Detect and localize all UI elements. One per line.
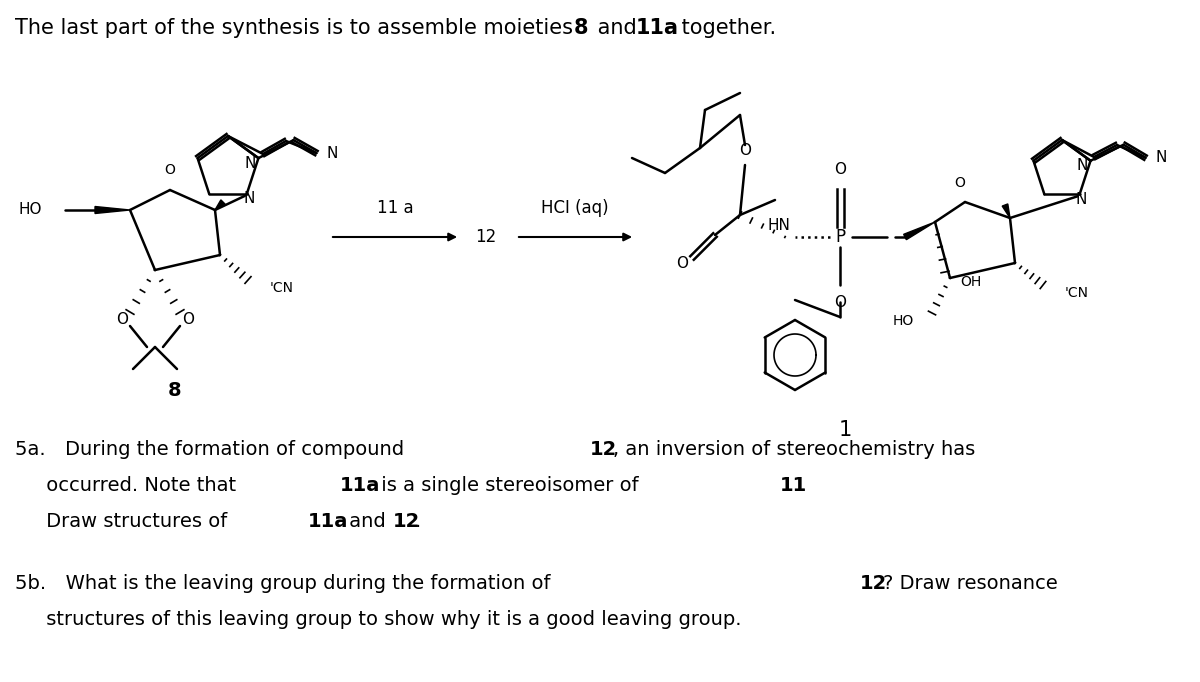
Polygon shape xyxy=(1002,204,1010,218)
Text: and: and xyxy=(592,18,643,38)
Text: 11: 11 xyxy=(780,476,808,495)
Text: O: O xyxy=(164,163,175,177)
Text: 'CN: 'CN xyxy=(1066,286,1090,300)
Text: .: . xyxy=(800,476,806,495)
Text: structures of this leaving group to show why it is a good leaving group.: structures of this leaving group to show… xyxy=(14,610,742,629)
Text: HO: HO xyxy=(18,203,42,218)
Text: .: . xyxy=(415,512,421,531)
Polygon shape xyxy=(95,207,130,213)
Text: 11 a: 11 a xyxy=(377,199,413,217)
Text: and: and xyxy=(343,512,392,531)
Text: ? Draw resonance: ? Draw resonance xyxy=(883,574,1057,593)
Text: 'CN: 'CN xyxy=(270,281,294,295)
Text: HO: HO xyxy=(893,314,914,328)
Text: OH: OH xyxy=(960,275,982,289)
Text: 11a: 11a xyxy=(308,512,348,531)
Text: 5a. During the formation of compound: 5a. During the formation of compound xyxy=(14,440,410,459)
Text: HN: HN xyxy=(767,218,790,233)
Text: O: O xyxy=(739,143,751,158)
Text: 11a: 11a xyxy=(636,18,679,38)
Text: Draw structures of: Draw structures of xyxy=(14,512,234,531)
Text: 1: 1 xyxy=(839,420,852,440)
Text: N: N xyxy=(1076,158,1088,173)
Text: 5b. What is the leaving group during the formation of: 5b. What is the leaving group during the… xyxy=(14,574,557,593)
Text: 12: 12 xyxy=(475,228,497,246)
Polygon shape xyxy=(904,222,935,239)
Text: P: P xyxy=(835,228,845,246)
Text: 12: 12 xyxy=(860,574,887,593)
Text: O: O xyxy=(954,176,966,190)
Text: O: O xyxy=(676,256,688,271)
Text: HCI (aq): HCI (aq) xyxy=(541,199,608,217)
Polygon shape xyxy=(215,200,226,210)
Text: O: O xyxy=(834,295,846,310)
Text: 11a: 11a xyxy=(340,476,380,495)
Text: 12: 12 xyxy=(590,440,617,459)
Text: 8: 8 xyxy=(574,18,588,38)
Text: N: N xyxy=(326,146,338,161)
Text: occurred. Note that: occurred. Note that xyxy=(14,476,242,495)
Text: N: N xyxy=(244,192,254,207)
Text: N: N xyxy=(1156,150,1166,165)
Text: together.: together. xyxy=(674,18,776,38)
Text: N: N xyxy=(1076,192,1087,207)
Text: N: N xyxy=(245,155,256,170)
Text: O: O xyxy=(834,162,846,177)
Text: The last part of the synthesis is to assemble moieties: The last part of the synthesis is to ass… xyxy=(14,18,580,38)
Text: is a single stereoisomer of: is a single stereoisomer of xyxy=(374,476,644,495)
Text: 8: 8 xyxy=(168,381,182,400)
Text: 12: 12 xyxy=(394,512,420,531)
Text: O: O xyxy=(182,312,194,327)
Text: O: O xyxy=(116,312,128,327)
Text: , an inversion of stereochemistry has: , an inversion of stereochemistry has xyxy=(613,440,976,459)
